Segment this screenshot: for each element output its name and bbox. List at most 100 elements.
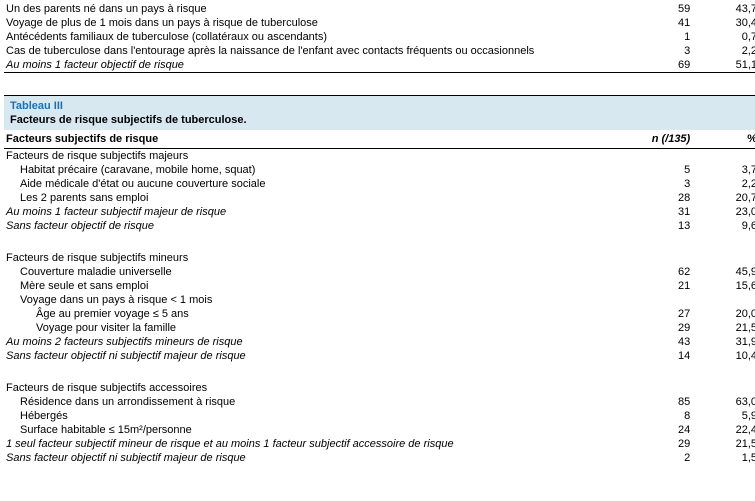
row-label: Sans facteur objectif ni subjectif majeu… <box>4 451 610 465</box>
row-n: 5 <box>610 163 692 177</box>
row-pct: 0,7 <box>692 30 755 44</box>
row-label: 1 seul facteur subjectif mineur de risqu… <box>4 437 610 451</box>
row-label: Un des parents né dans un pays à risque <box>4 2 610 16</box>
table-row: Aide médicale d'état ou aucune couvertur… <box>4 177 755 191</box>
row-label: Cas de tuberculose dans l'entourage aprè… <box>4 44 610 58</box>
row-n: 14 <box>610 349 692 363</box>
table-row: 1 seul facteur subjectif mineur de risqu… <box>4 437 755 451</box>
table-row: Antécédents familiaux de tuberculose (co… <box>4 30 755 44</box>
row-pct: 63,0 <box>692 395 755 409</box>
row-label: Voyage pour visiter la famille <box>4 321 610 335</box>
row-label: Facteurs de risque subjectifs accessoire… <box>4 381 610 395</box>
row-n <box>610 293 692 307</box>
row-label: Facteurs de risque subjectifs mineurs <box>4 251 610 265</box>
row-pct: 15,6 <box>692 279 755 293</box>
row-pct: 5,9 <box>692 409 755 423</box>
row-label: Sans facteur objectif ni subjectif majeu… <box>4 349 610 363</box>
row-pct: 31,9 <box>692 335 755 349</box>
row-n: 29 <box>610 321 692 335</box>
row-label: Voyage dans un pays à risque < 1 mois <box>4 293 610 307</box>
table3-number: Tableau III <box>10 100 753 112</box>
table-row: Résidence dans un arrondissement à risqu… <box>4 395 755 409</box>
row-pct <box>692 381 755 395</box>
row-pct: 51,1 <box>692 58 755 73</box>
row-label: Hébergés <box>4 409 610 423</box>
row-pct: 1,5 <box>692 451 755 465</box>
objective-risk-factors-table: Un des parents né dans un pays à risque5… <box>4 2 755 73</box>
row-pct: 20,0 <box>692 307 755 321</box>
row-label: Couverture maladie universelle <box>4 265 610 279</box>
table-row: Sans facteur objectif de risque139,6 <box>4 219 755 233</box>
row-n: 27 <box>610 307 692 321</box>
table-row: Au moins 2 facteurs subjectifs mineurs d… <box>4 335 755 349</box>
subjective-risk-factors-table: Facteurs subjectifs de risque n (/135) %… <box>4 130 755 465</box>
row-label: Sans facteur objectif de risque <box>4 219 610 233</box>
row-n: 43 <box>610 335 692 349</box>
row-pct: 43,7 <box>692 2 755 16</box>
row-pct: 30,4 <box>692 16 755 30</box>
row-label: Facteurs de risque subjectifs majeurs <box>4 149 610 164</box>
row-n: 3 <box>610 44 692 58</box>
row-n: 2 <box>610 451 692 465</box>
row-n: 8 <box>610 409 692 423</box>
row-pct: 2,2 <box>692 44 755 58</box>
table-row: Voyage pour visiter la famille2921,5 <box>4 321 755 335</box>
row-pct: 9,6 <box>692 219 755 233</box>
table-row: Les 2 parents sans emploi2820,7 <box>4 191 755 205</box>
row-n: 62 <box>610 265 692 279</box>
row-n <box>610 381 692 395</box>
row-n: 85 <box>610 395 692 409</box>
table3-column-headers: Facteurs subjectifs de risque n (/135) % <box>4 130 755 149</box>
col-header-factor: Facteurs subjectifs de risque <box>4 130 610 149</box>
row-pct: 20,7 <box>692 191 755 205</box>
table-row: Âge au premier voyage ≤ 5 ans2720,0 <box>4 307 755 321</box>
row-label: Âge au premier voyage ≤ 5 ans <box>4 307 610 321</box>
table-row: Au moins 1 facteur objectif de risque695… <box>4 58 755 73</box>
table-row: Facteurs de risque subjectifs majeurs <box>4 149 755 164</box>
row-label: Les 2 parents sans emploi <box>4 191 610 205</box>
row-pct: 21,5 <box>692 437 755 451</box>
row-label: Au moins 1 facteur subjectif majeur de r… <box>4 205 610 219</box>
row-n: 41 <box>610 16 692 30</box>
table3-header-band: Tableau III Facteurs de risque subjectif… <box>4 95 755 130</box>
table-row: Au moins 1 facteur subjectif majeur de r… <box>4 205 755 219</box>
table-row: Facteurs de risque subjectifs accessoire… <box>4 381 755 395</box>
row-label: Surface habitable ≤ 15m²/personne <box>4 423 610 437</box>
row-n <box>610 149 692 164</box>
row-pct: 45,9 <box>692 265 755 279</box>
table-row: Voyage de plus de 1 mois dans un pays à … <box>4 16 755 30</box>
table-row: Sans facteur objectif ni subjectif majeu… <box>4 451 755 465</box>
row-n: 24 <box>610 423 692 437</box>
table-row: Voyage dans un pays à risque < 1 mois <box>4 293 755 307</box>
row-label: Mère seule et sans emploi <box>4 279 610 293</box>
row-n: 29 <box>610 437 692 451</box>
table-row: Couverture maladie universelle6245,9 <box>4 265 755 279</box>
row-n: 59 <box>610 2 692 16</box>
row-pct: 2,2 <box>692 177 755 191</box>
table-row: Cas de tuberculose dans l'entourage aprè… <box>4 44 755 58</box>
row-pct: 21,5 <box>692 321 755 335</box>
col-header-pct: % <box>692 130 755 149</box>
row-n: 1 <box>610 30 692 44</box>
row-n: 13 <box>610 219 692 233</box>
row-pct <box>692 293 755 307</box>
row-n <box>610 251 692 265</box>
spacer-row <box>4 233 755 251</box>
row-pct <box>692 149 755 164</box>
row-pct <box>692 251 755 265</box>
table3-title: Facteurs de risque subjectifs de tubercu… <box>10 114 753 126</box>
spacer-row <box>4 363 755 381</box>
row-pct: 23,0 <box>692 205 755 219</box>
row-n: 21 <box>610 279 692 293</box>
row-label: Voyage de plus de 1 mois dans un pays à … <box>4 16 610 30</box>
table-row: Sans facteur objectif ni subjectif majeu… <box>4 349 755 363</box>
row-n: 31 <box>610 205 692 219</box>
row-label: Résidence dans un arrondissement à risqu… <box>4 395 610 409</box>
table-row: Habitat précaire (caravane, mobile home,… <box>4 163 755 177</box>
row-label: Au moins 1 facteur objectif de risque <box>4 58 610 73</box>
table-row: Un des parents né dans un pays à risque5… <box>4 2 755 16</box>
row-n: 69 <box>610 58 692 73</box>
row-label: Aide médicale d'état ou aucune couvertur… <box>4 177 610 191</box>
col-header-n: n (/135) <box>610 130 692 149</box>
row-pct: 3,7 <box>692 163 755 177</box>
